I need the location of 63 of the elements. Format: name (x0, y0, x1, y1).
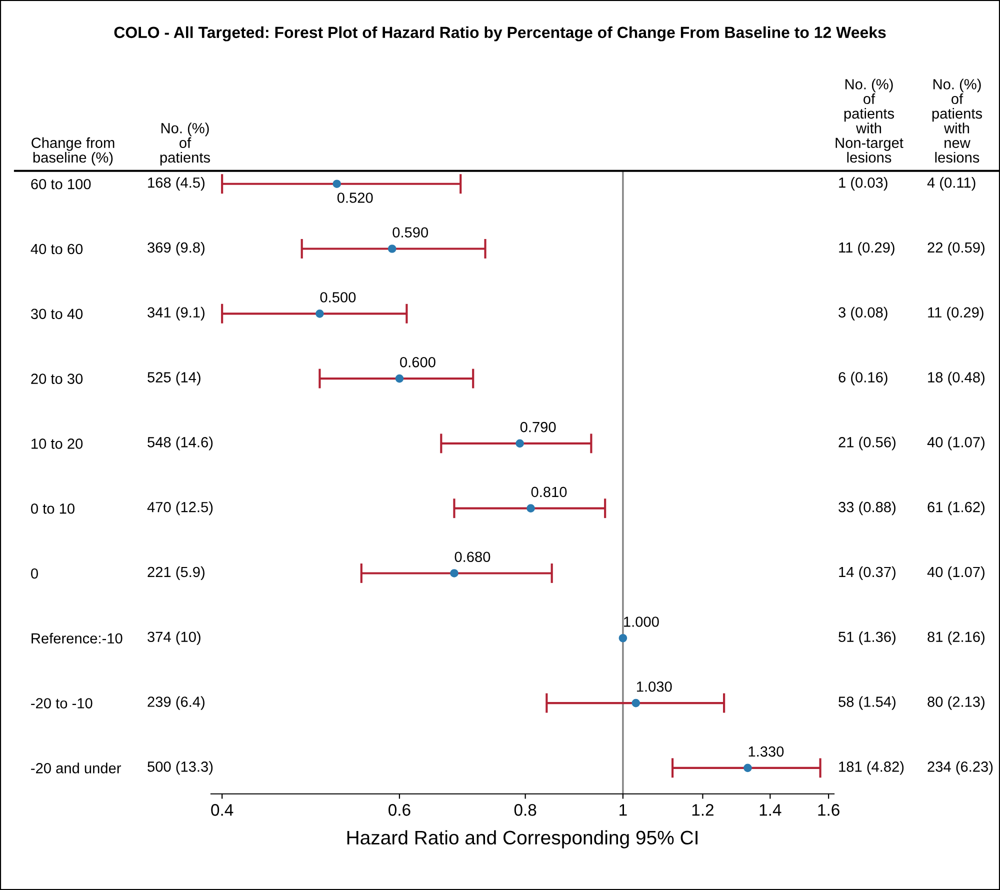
text: 369 (9.8) (148, 242, 204, 256)
y-tick-label: Reference:-10 (32, 632, 122, 644)
data-label: 0.520 (337, 192, 373, 203)
y-tick-label: 60 to 100 (31, 178, 91, 190)
text: No. (%) of patients (160, 122, 210, 166)
y-tick-label: 10 to 20 (32, 438, 83, 449)
text: 40 (1.07) (927, 436, 984, 450)
data-label: 0.790 (520, 422, 556, 432)
text: 33 (0.88) (838, 502, 896, 516)
text: 168 (4.5) (148, 177, 204, 191)
x-tick-label: 0.4 (211, 804, 234, 816)
text: 40 (1.07) (927, 566, 984, 580)
text: 374 (10) (148, 631, 200, 645)
text: 6 (0.16) (838, 372, 888, 386)
y-tick-label: 30 to 40 (31, 308, 83, 320)
text: 4 (0.11) (927, 177, 976, 191)
x-tick-label: 0.8 (514, 804, 536, 816)
text: 11 (0.29) (928, 306, 984, 320)
data-label: 0.680 (454, 552, 490, 562)
text: 80 (2.13) (928, 696, 984, 710)
text: 3 (0.08) (838, 306, 888, 320)
text: 239 (6.4) (148, 696, 204, 710)
y-tick-label: -20 to -10 (31, 698, 92, 708)
annotation: 548 (14.6) (148, 436, 213, 450)
text: 234 (6.23) (928, 761, 993, 775)
data-label: 1.030 (636, 681, 672, 692)
x-tick-label: 1.4 (760, 804, 782, 816)
text: 58 (1.54) (838, 696, 896, 710)
x-tick-label: 1.2 (692, 804, 714, 816)
x-tick-label: 1.6 (818, 804, 840, 816)
y-axis-title: Change from baseline (%) (32, 137, 114, 166)
y-tick-label: -20 and under (31, 762, 122, 774)
data-label: 1.000 (624, 616, 659, 627)
text: 11 (0.29) (839, 242, 894, 256)
text: 14 (0.37) (839, 566, 896, 580)
text: 18 (0.48) (928, 372, 984, 386)
text: 22 (0.59) (928, 242, 984, 256)
y-tick-label: 20 to 30 (31, 374, 83, 384)
data-label: 1.330 (748, 746, 784, 757)
data-label: 0.600 (400, 357, 436, 368)
chart-title: COLO - All Targeted: Forest Plot of Hazard Ratio by Percentage of Change From Baseline to 12 Weeks (114, 26, 886, 42)
text: 525 (14) (148, 372, 200, 386)
y-tick-label: 0 (31, 568, 38, 579)
data-label: 0.500 (320, 292, 356, 302)
text: No. (%) of patients with Non-target lesions (836, 78, 904, 163)
text: No. (%) of patients with new lesions (932, 78, 982, 163)
data-label: 0.810 (531, 486, 567, 498)
annotation: 500 (13.3) (148, 761, 213, 775)
text: 61 (1.62) (928, 502, 984, 516)
text: 21 (0.56) (838, 436, 896, 450)
text: 181 (4.82) (839, 761, 904, 775)
annotation: 470 (12.5) (147, 502, 213, 516)
text: 51 (1.36) (838, 631, 896, 645)
x-tick-label: 0.6 (388, 804, 410, 816)
text: 1 (0.03) (839, 177, 888, 191)
data-label: 0.590 (392, 227, 428, 238)
text: 341 (9.1) (148, 306, 204, 320)
text: 81 (2.16) (928, 631, 984, 645)
x-axis-title: Hazard Ratio and Corresponding 95% CI (347, 830, 698, 848)
x-tick-label: 1 (620, 804, 627, 816)
y-tick-label: 0 to 10 (31, 503, 74, 514)
text: 221 (5.9) (148, 566, 204, 580)
y-tick-label: 40 to 60 (30, 244, 83, 254)
